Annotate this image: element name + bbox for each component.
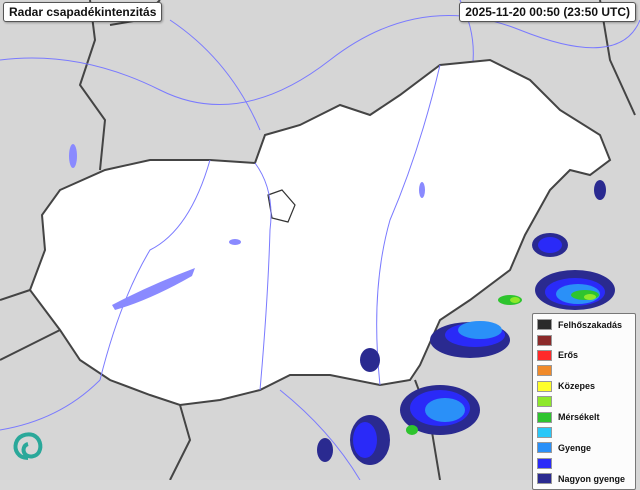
- legend-label: Mérsékelt: [558, 412, 600, 423]
- legend-label: Felhőszakadás: [558, 319, 623, 330]
- legend-swatch: [537, 380, 552, 392]
- legend: Felhőszakadás Erős Közepes Mérsékelt Gyenge N…: [532, 313, 636, 490]
- legend-item: Közepes: [537, 379, 635, 394]
- legend-swatch: [537, 411, 552, 423]
- legend-swatch: [537, 457, 552, 469]
- legend-label: Közepes: [558, 381, 596, 392]
- legend-item: Nagyon gyenge: [537, 471, 635, 486]
- hungary-country: [28, 58, 612, 407]
- radar-map[interactable]: [0, 0, 640, 480]
- legend-item: Gyenge: [537, 440, 635, 455]
- map-title: Radar csapadékintenzitás: [3, 2, 163, 22]
- legend-swatch: [537, 349, 552, 361]
- legend-label: Gyenge: [558, 442, 592, 453]
- legend-item: [537, 363, 635, 378]
- legend-swatch: [537, 319, 552, 331]
- legend-item: [537, 425, 635, 440]
- legend-swatch: [537, 426, 552, 438]
- legend-label: Erős: [558, 350, 579, 361]
- legend-item: Felhőszakadás: [537, 317, 635, 332]
- legend-item: Erős: [537, 348, 635, 363]
- legend-item: [537, 394, 635, 409]
- legend-swatch: [537, 473, 552, 485]
- rivers: [99, 64, 441, 391]
- timestamp: 2025-11-20 00:50 (23:50 UTC): [459, 2, 636, 22]
- radar-echoes: [317, 180, 615, 465]
- legend-swatch: [537, 365, 552, 377]
- legend-swatch: [537, 442, 552, 454]
- legend-swatch: [537, 396, 552, 408]
- logo-spiral-icon: [13, 432, 43, 460]
- legend-label: Nagyon gyenge: [558, 473, 626, 484]
- lakes: [69, 144, 425, 310]
- legend-item: [537, 332, 635, 347]
- legend-swatch: [537, 334, 552, 346]
- legend-item: Mérsékelt: [537, 409, 635, 424]
- legend-item: [537, 456, 635, 471]
